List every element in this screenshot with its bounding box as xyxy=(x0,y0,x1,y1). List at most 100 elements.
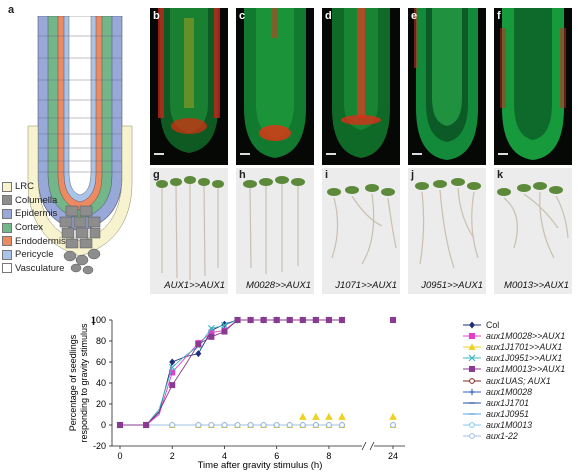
y-axis-title-line: responding to gravity stimulus xyxy=(79,323,89,443)
series-line xyxy=(120,319,342,426)
data-point xyxy=(117,422,123,428)
axis-break-mark xyxy=(369,441,375,451)
scale-bar xyxy=(240,153,250,155)
seedling-image xyxy=(415,178,481,269)
data-point xyxy=(389,412,397,420)
legend-marker xyxy=(463,354,481,362)
y-axis-title-group: Percentage of seedlings responding to gra… xyxy=(68,323,89,443)
legend-item-pericycle: Pericycle xyxy=(2,248,82,262)
micrograph-c: c xyxy=(236,8,314,165)
data-point xyxy=(169,422,176,428)
legend-item: aux1J0951>>AUX1 xyxy=(462,353,565,364)
y-tick-label: 20 xyxy=(96,399,106,409)
series-aux1-22 xyxy=(117,422,396,428)
data-point xyxy=(299,317,306,323)
data-point xyxy=(312,422,319,428)
legend-marker xyxy=(463,388,481,395)
data-point xyxy=(260,422,267,428)
genotype-caption: M0028>>AUX1 xyxy=(246,280,311,291)
series-line xyxy=(120,319,342,426)
legend-label: aux1J0951>>AUX1 xyxy=(486,353,563,364)
legend-label: aux1M0013>>AUX1 xyxy=(486,364,566,375)
swatch-vasculature xyxy=(2,263,12,274)
swatch-pericycle xyxy=(2,249,12,260)
genotype-caption: J1071>>AUX1 xyxy=(335,280,397,291)
legend-item: aux1M0028 xyxy=(462,386,565,397)
data-point xyxy=(208,333,215,340)
data-point xyxy=(338,412,346,420)
data-point xyxy=(469,332,475,339)
y-axis-title: Percentage of seedlings responding to gra… xyxy=(68,323,89,443)
legend-label: aux1M0028>>AUX1 xyxy=(486,330,566,341)
data-point xyxy=(169,382,176,389)
data-point xyxy=(234,422,241,428)
data-point xyxy=(312,412,320,420)
panel-letter-c: c xyxy=(239,10,246,22)
legend-item: Col xyxy=(462,319,565,330)
series-line xyxy=(120,319,342,426)
data-point xyxy=(195,341,202,348)
legend-marker xyxy=(463,413,481,415)
panel-letter-k: k xyxy=(497,169,504,181)
data-point xyxy=(390,422,396,428)
legend-item: aux1M0013>>AUX1 xyxy=(462,364,565,375)
micrograph-image xyxy=(500,8,566,160)
swatch-endodermis xyxy=(2,236,12,247)
scale-bar xyxy=(154,153,164,155)
legend-label: aux1J0951 xyxy=(486,409,530,420)
legend-label: aux1M0028 xyxy=(486,386,532,397)
micrograph-b: b xyxy=(150,8,228,165)
legend-marker xyxy=(463,377,481,384)
legend-item: aux1J1701 xyxy=(462,397,565,408)
legend-item: aux1M0028>>AUX1 xyxy=(462,330,565,341)
y-tick-label: 100 xyxy=(91,315,106,325)
data-point xyxy=(326,422,332,428)
data-point xyxy=(221,320,228,328)
late-responder-points xyxy=(299,412,397,420)
data-point xyxy=(234,317,241,323)
scale-bar xyxy=(412,153,422,155)
data-point xyxy=(468,354,476,362)
x-tick-label: 2 xyxy=(170,451,175,461)
data-point xyxy=(469,377,475,384)
panel-letter-b: b xyxy=(153,10,160,22)
y-tick-label: 0 xyxy=(101,420,106,430)
data-point xyxy=(325,412,333,420)
chart-series xyxy=(116,316,397,429)
legend-item: aux1UAS; AUX1 xyxy=(462,375,565,386)
data-point xyxy=(469,366,475,373)
gravitropism-line-chart: Percentage of seedlings responding to gra… xyxy=(68,315,405,471)
micrograph-image xyxy=(158,8,220,153)
micrograph-image xyxy=(414,8,478,160)
data-point xyxy=(221,328,228,335)
chart-axes xyxy=(111,320,405,451)
legend-item-columella: Columella xyxy=(2,194,82,208)
scale-bar xyxy=(326,153,336,155)
data-point xyxy=(299,422,306,428)
data-point xyxy=(221,422,228,428)
legend-marker xyxy=(463,321,481,329)
data-point xyxy=(208,329,215,336)
data-point xyxy=(325,317,332,323)
legend-item-lrc: LRC xyxy=(2,180,82,194)
legend-label: Vasculature xyxy=(15,262,65,274)
seedling-image xyxy=(156,176,224,280)
scale-bar xyxy=(498,153,508,155)
swatch-lrc xyxy=(2,181,12,192)
legend-label: aux1J1701 xyxy=(486,397,530,408)
data-point xyxy=(169,358,176,366)
y-tick-label: 80 xyxy=(96,336,106,346)
data-point xyxy=(286,422,293,428)
data-point xyxy=(339,317,345,323)
cell-type-legend: LRC Columella Epidermis Cortex Endodermi… xyxy=(2,180,82,275)
seedling-photo-g: g AUX1>>AUX1 xyxy=(150,168,228,294)
chart-legend: Col aux1M0028>>AUX1 aux1J1701>>AUX1 aux1J09… xyxy=(462,319,565,442)
legend-label: Cortex xyxy=(15,222,43,234)
panel-letter-h: h xyxy=(239,169,246,181)
x-tick-label: 4 xyxy=(222,451,227,461)
seedling-image xyxy=(497,182,569,259)
legend-item-vasculature: Vasculature xyxy=(2,262,82,276)
series-line xyxy=(120,319,342,426)
swatch-epidermis xyxy=(2,208,12,219)
